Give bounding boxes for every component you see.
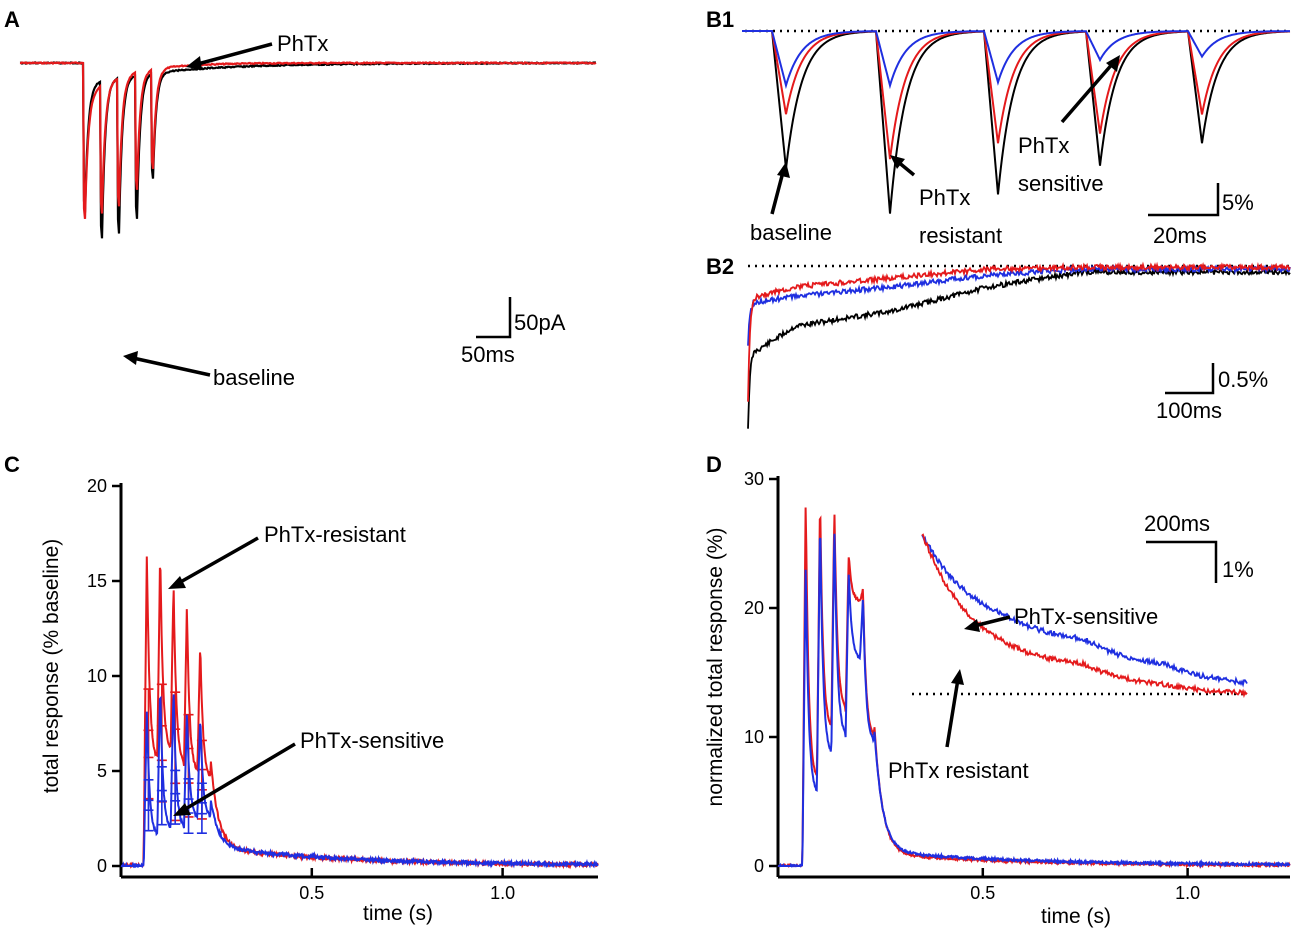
sensitive-arrow-c (181, 742, 296, 813)
scalebar-a-x: 50ms (461, 342, 515, 367)
resistant-label-c: PhTx-resistant (264, 522, 406, 547)
d-inset-trace-phtx-sensitive (921, 534, 1248, 688)
scalebar-b2 (1165, 363, 1215, 395)
panel-d-traces (777, 507, 1291, 869)
sensitive-arrow-d (973, 615, 1011, 628)
panel-c-ylabel: total response (% baseline) (40, 539, 63, 793)
panel-d-y-tick-label: 0 (754, 856, 764, 876)
resistant-arrowhead-d (951, 669, 964, 685)
scalebar-b2-x: 100ms (1156, 398, 1222, 423)
panel-c-x-tick-label: 1.0 (490, 883, 515, 903)
trace-a-phtx (19, 60, 597, 220)
panel-b1-traces (742, 30, 1291, 214)
panel-c-y-tick-label: 0 (97, 856, 107, 876)
sensitive-arrowhead-c (173, 803, 191, 816)
resistant-label-b1-1: PhTx (919, 185, 970, 210)
scalebar-b1-x: 20ms (1153, 223, 1207, 248)
resistant-arrow-d (945, 678, 960, 748)
trace-b1-phtx-resistant (742, 30, 1291, 160)
scalebar-a-y: 50pA (514, 310, 566, 335)
baseline-arrowhead-b1 (777, 162, 790, 178)
panel-c-y-tick-label: 10 (87, 666, 107, 686)
panel-label-c: C (4, 452, 20, 477)
panel-c-xlabel: time (s) (363, 902, 433, 925)
resistant-arrow-c (176, 536, 259, 586)
phtx-label: PhTx (277, 31, 328, 56)
trace-b1-baseline (742, 30, 1290, 214)
scalebar-b2-y: 0.5% (1218, 367, 1268, 392)
panel-d-ylabel: normalized total response (%) (704, 528, 727, 807)
trace-a-baseline (19, 60, 597, 239)
baseline-arrowhead-a (123, 351, 138, 365)
panel-d-trace-phtx-sensitive (777, 533, 1291, 869)
panel-c-y-tick-label: 5 (97, 761, 107, 781)
sensitive-arrowhead-b1 (1106, 55, 1120, 72)
sensitive-label-c: PhTx-sensitive (300, 728, 444, 753)
panel-label-b2: B2 (706, 254, 734, 279)
sensitive-label-b1-2: sensitive (1018, 171, 1104, 196)
panel-c-errorbar (170, 792, 181, 825)
resistant-arrowhead-b1 (890, 155, 905, 169)
panel-c-axes: 0 5 10 15 20 0.5 1.0 (87, 476, 598, 903)
phtx-arrow (193, 42, 273, 67)
sensitive-arrow-b1 (1060, 60, 1116, 124)
panel-d-trace-phtx-resistant (778, 507, 1291, 869)
panel-b1: B1 baseline PhTx resistant PhTx sensitiv… (706, 7, 1291, 248)
d-inset-scalebar-x: 200ms (1144, 511, 1210, 536)
trace-b2-phtx-sensitive (747, 263, 1291, 346)
sensitive-label-b1-1: PhTx (1018, 133, 1069, 158)
trace-b2-phtx-resistant (747, 261, 1291, 402)
scalebar-a (476, 297, 512, 339)
baseline-label-a: baseline (213, 365, 295, 390)
d-inset-scalebar-y: 1% (1222, 557, 1254, 582)
trace-b1-phtx-sensitive (742, 30, 1290, 90)
panel-c-errorbar (156, 789, 167, 826)
phtx-arrowhead (186, 56, 202, 70)
panel-d: D 0 10 20 30 0.5 1.0 normalized total respons… (704, 452, 1291, 928)
panel-a: A PhTx baseline 50pA 50ms (4, 7, 597, 390)
panel-c-trace-phtx-resistant (121, 556, 599, 870)
baseline-arrow-a (132, 356, 211, 377)
panel-c-errorbar (183, 798, 194, 835)
panel-c-traces (120, 556, 599, 870)
scalebar-b1-y: 5% (1222, 190, 1254, 215)
trace-b2-baseline (747, 266, 1291, 429)
d-inset-scalebar (1146, 540, 1218, 583)
resistant-label-b1-2: resistant (919, 223, 1002, 248)
scalebar-b1 (1148, 183, 1220, 217)
panel-d-y-tick-label: 10 (744, 727, 764, 747)
panel-b2: B2 0.5% 100ms (706, 254, 1291, 429)
panel-d-xlabel: time (s) (1041, 905, 1111, 928)
panel-d-x-tick-label: 0.5 (970, 883, 995, 903)
panel-c: C 0 5 10 15 20 0.5 1.0 total response (% basel… (4, 452, 599, 925)
panel-a-traces (19, 60, 597, 239)
panel-c-y-tick-label: 20 (87, 476, 107, 496)
panel-label-d: D (706, 452, 722, 477)
panel-label-a: A (4, 7, 20, 32)
sensitive-arrowhead-d (964, 619, 980, 632)
panel-c-trace-phtx-sensitive (120, 694, 599, 869)
panel-d-y-tick-label: 30 (744, 469, 764, 489)
panel-d-x-tick-label: 1.0 (1175, 883, 1200, 903)
sensitive-label-d: PhTx-sensitive (1014, 604, 1158, 629)
panel-b2-traces (747, 261, 1291, 429)
panel-d-y-tick-label: 20 (744, 598, 764, 618)
baseline-label-b1: baseline (750, 220, 832, 245)
panel-d-axes: 0 10 20 30 0.5 1.0 (744, 469, 1290, 903)
panel-c-y-tick-label: 15 (87, 571, 107, 591)
resistant-arrowhead-c (168, 576, 186, 589)
panel-label-b1: B1 (706, 7, 734, 32)
baseline-arrow-b1 (770, 171, 785, 215)
panel-c-errorbar (143, 799, 154, 832)
resistant-label-d: PhTx resistant (888, 758, 1029, 783)
panel-c-x-tick-label: 0.5 (299, 883, 324, 903)
